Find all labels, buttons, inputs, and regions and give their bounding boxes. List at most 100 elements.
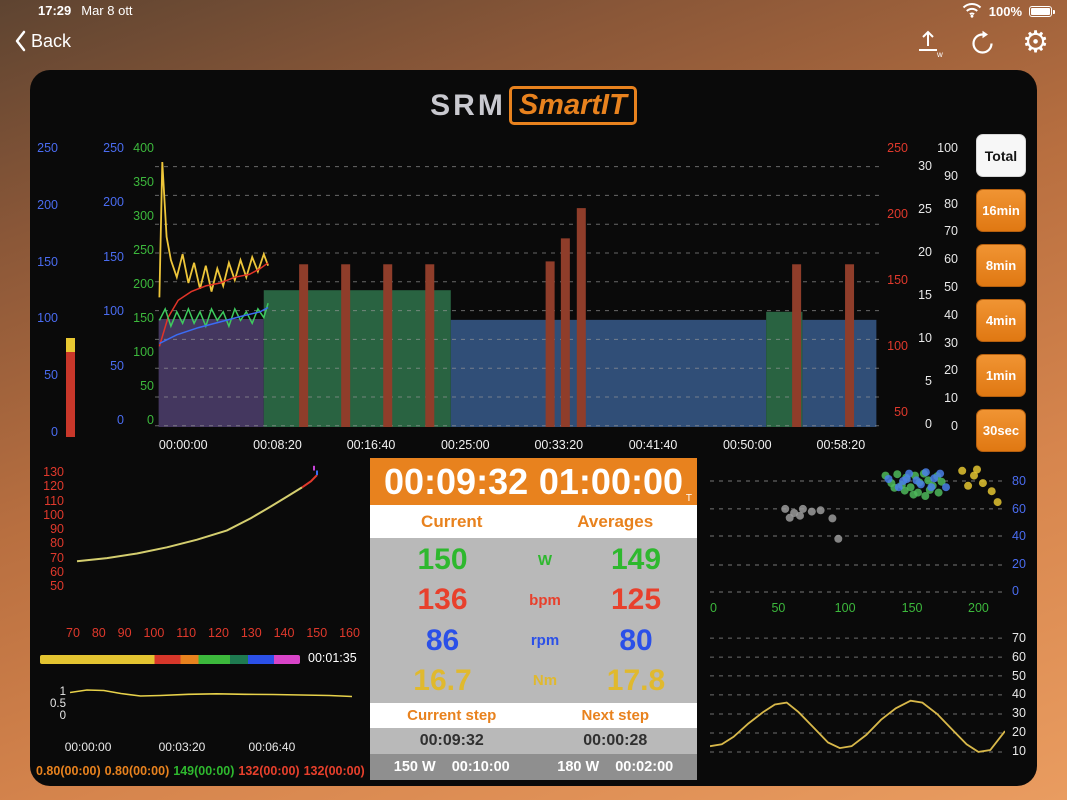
settings-gear-icon[interactable]: ⚙ xyxy=(1022,26,1049,59)
axis-label: 100 xyxy=(43,507,64,522)
axis-label: 00:25:00 xyxy=(440,438,490,452)
axis-label: 350 xyxy=(133,175,154,189)
hr-power-svg[interactable] xyxy=(70,462,350,622)
axis-label: 00:06:40 xyxy=(248,740,296,754)
axis-white-right: 100 90 80 70 60 50 40 30 20 10 0 xyxy=(936,142,958,432)
scatter-svg[interactable] xyxy=(710,462,1005,598)
axis-label: 0 xyxy=(925,417,932,431)
axis-label: 20 xyxy=(1012,556,1026,571)
battery-percent: 100% xyxy=(988,4,1022,19)
export-icon[interactable]: w xyxy=(915,29,943,57)
timer-header: 00:09:32 01:00:00 T xyxy=(370,458,697,505)
clock-time: 17:29 xyxy=(38,3,72,18)
axis-label: 200 xyxy=(103,195,124,210)
axis-label: 0 xyxy=(951,418,958,433)
axis-label: 160 xyxy=(339,626,360,640)
axis-label: 150 xyxy=(887,273,908,287)
axis-green: 400 350 300 250 200 150 100 50 0 xyxy=(130,142,154,427)
axis-label: 0 xyxy=(51,424,58,439)
battery-icon xyxy=(1029,6,1055,17)
main-chart-xlabels: 00:00:00 00:08:20 00:16:40 00:25:00 00:33:20… xyxy=(155,438,880,454)
current-step-detail: 150 W 00:10:00 xyxy=(370,759,534,775)
metric-row: 136 bpm 125 xyxy=(370,583,697,617)
axis-label: 10 xyxy=(944,391,958,406)
session-stats: 0.80(00:00) 0.80(00:00) 149(00:00) 132(00:0… xyxy=(36,764,365,778)
metric-current: 86 xyxy=(425,623,460,657)
axis-label: 30 xyxy=(1012,706,1026,721)
chevron-left-icon xyxy=(15,30,26,52)
metric-row: 150 W 149 xyxy=(370,543,697,577)
axis-ratio: 1 0.5 0 xyxy=(46,686,66,722)
next-step-detail: 180 W 00:02:00 xyxy=(534,759,698,775)
nav-bar: Back w ⚙ xyxy=(0,28,1067,58)
session-stat: 0.80(00:00) xyxy=(104,764,170,778)
axis-label: 120 xyxy=(43,479,64,494)
live-power-gauge xyxy=(66,338,75,437)
axis-label: 00:00:00 xyxy=(158,438,208,452)
axis-label: 80 xyxy=(944,196,958,211)
axis-label: 50 xyxy=(1012,668,1026,683)
axis-label: 50 xyxy=(140,379,154,393)
axis-label: 80 xyxy=(91,626,106,640)
back-label: Back xyxy=(31,30,72,51)
axis-label: 50 xyxy=(894,405,908,419)
axis-label: 130 xyxy=(240,626,262,640)
session-stat: 132(00:00) xyxy=(303,764,365,778)
interval-button-16min[interactable]: 16min xyxy=(976,189,1026,232)
axis-label: 00:03:20 xyxy=(158,740,206,754)
axis-label: 00:58:20 xyxy=(816,438,866,452)
axis-label: 250 xyxy=(103,141,124,155)
back-button[interactable]: Back xyxy=(14,30,71,52)
status-left: 17:29 Mar 8 ott xyxy=(38,3,133,18)
axis-label: 80 xyxy=(1012,474,1026,488)
metric-unit: bpm xyxy=(529,591,561,609)
interval-button-8min[interactable]: 8min xyxy=(976,244,1026,287)
next-step-power: 180 W xyxy=(557,759,600,775)
axis-label: 0 xyxy=(147,413,154,427)
session-stat: 0.80(00:00) xyxy=(36,764,101,778)
wave-svg[interactable] xyxy=(710,630,1005,762)
axis-label: 150 xyxy=(37,254,58,269)
metrics-header: Current Averages xyxy=(370,505,697,538)
axis-label: 00:33:20 xyxy=(534,438,584,452)
axis-label: 00:00:00 xyxy=(64,740,112,754)
metric-average: 80 xyxy=(619,623,653,657)
current-header: Current xyxy=(421,511,483,531)
interval-button-total[interactable]: Total xyxy=(976,134,1026,177)
ratio-svg[interactable] xyxy=(70,678,352,718)
main-chart-svg[interactable] xyxy=(155,145,880,433)
elapsed-time: 00:09:32 xyxy=(384,460,529,502)
scatter-xlabels: 0 50 100 150 200 xyxy=(710,601,1005,615)
axis-label: 5 xyxy=(925,374,932,388)
axis-blue2: 250 200 150 100 50 0 xyxy=(100,142,124,426)
metric-unit: Nm xyxy=(532,672,558,690)
timer-panel: 00:09:32 01:00:00 T Current Averages 150… xyxy=(370,458,697,780)
axis-label: 20 xyxy=(918,245,932,259)
axis-red: 250 200 150 100 50 xyxy=(882,142,908,419)
axis-label: 0.5 xyxy=(50,698,66,710)
axis-label: 200 xyxy=(887,207,908,221)
metric-average: 125 xyxy=(610,583,662,617)
hr-power-xlabels: 70 80 90 100 110 120 130 140 150 160 xyxy=(66,626,360,640)
averages-header: Averages xyxy=(577,511,654,531)
axis-label: 100 xyxy=(133,345,154,359)
axis-label: 60 xyxy=(1012,501,1026,516)
interval-button-4min[interactable]: 4min xyxy=(976,299,1026,342)
interval-button-30sec[interactable]: 30sec xyxy=(976,409,1026,452)
axis-label: 10 xyxy=(918,331,932,345)
axis-label: 30 xyxy=(918,159,932,173)
axis-label: 70 xyxy=(50,550,64,565)
axis-label: 120 xyxy=(208,626,229,640)
gauge-yellow-segment xyxy=(66,338,75,352)
app-logo: SRM SmartIT xyxy=(30,86,1037,125)
axis-label: 100 xyxy=(834,601,856,615)
zone-legend-bar xyxy=(40,655,300,664)
axis-label: 100 xyxy=(937,141,958,155)
axis-label: 20 xyxy=(944,363,958,378)
svg-text:w: w xyxy=(936,50,943,57)
metric-row: 86 rpm 80 xyxy=(370,624,697,658)
axis-label: 250 xyxy=(133,243,154,257)
interval-button-1min[interactable]: 1min xyxy=(976,354,1026,397)
axis-label: 00:41:40 xyxy=(628,438,678,452)
refresh-icon[interactable] xyxy=(969,30,996,57)
